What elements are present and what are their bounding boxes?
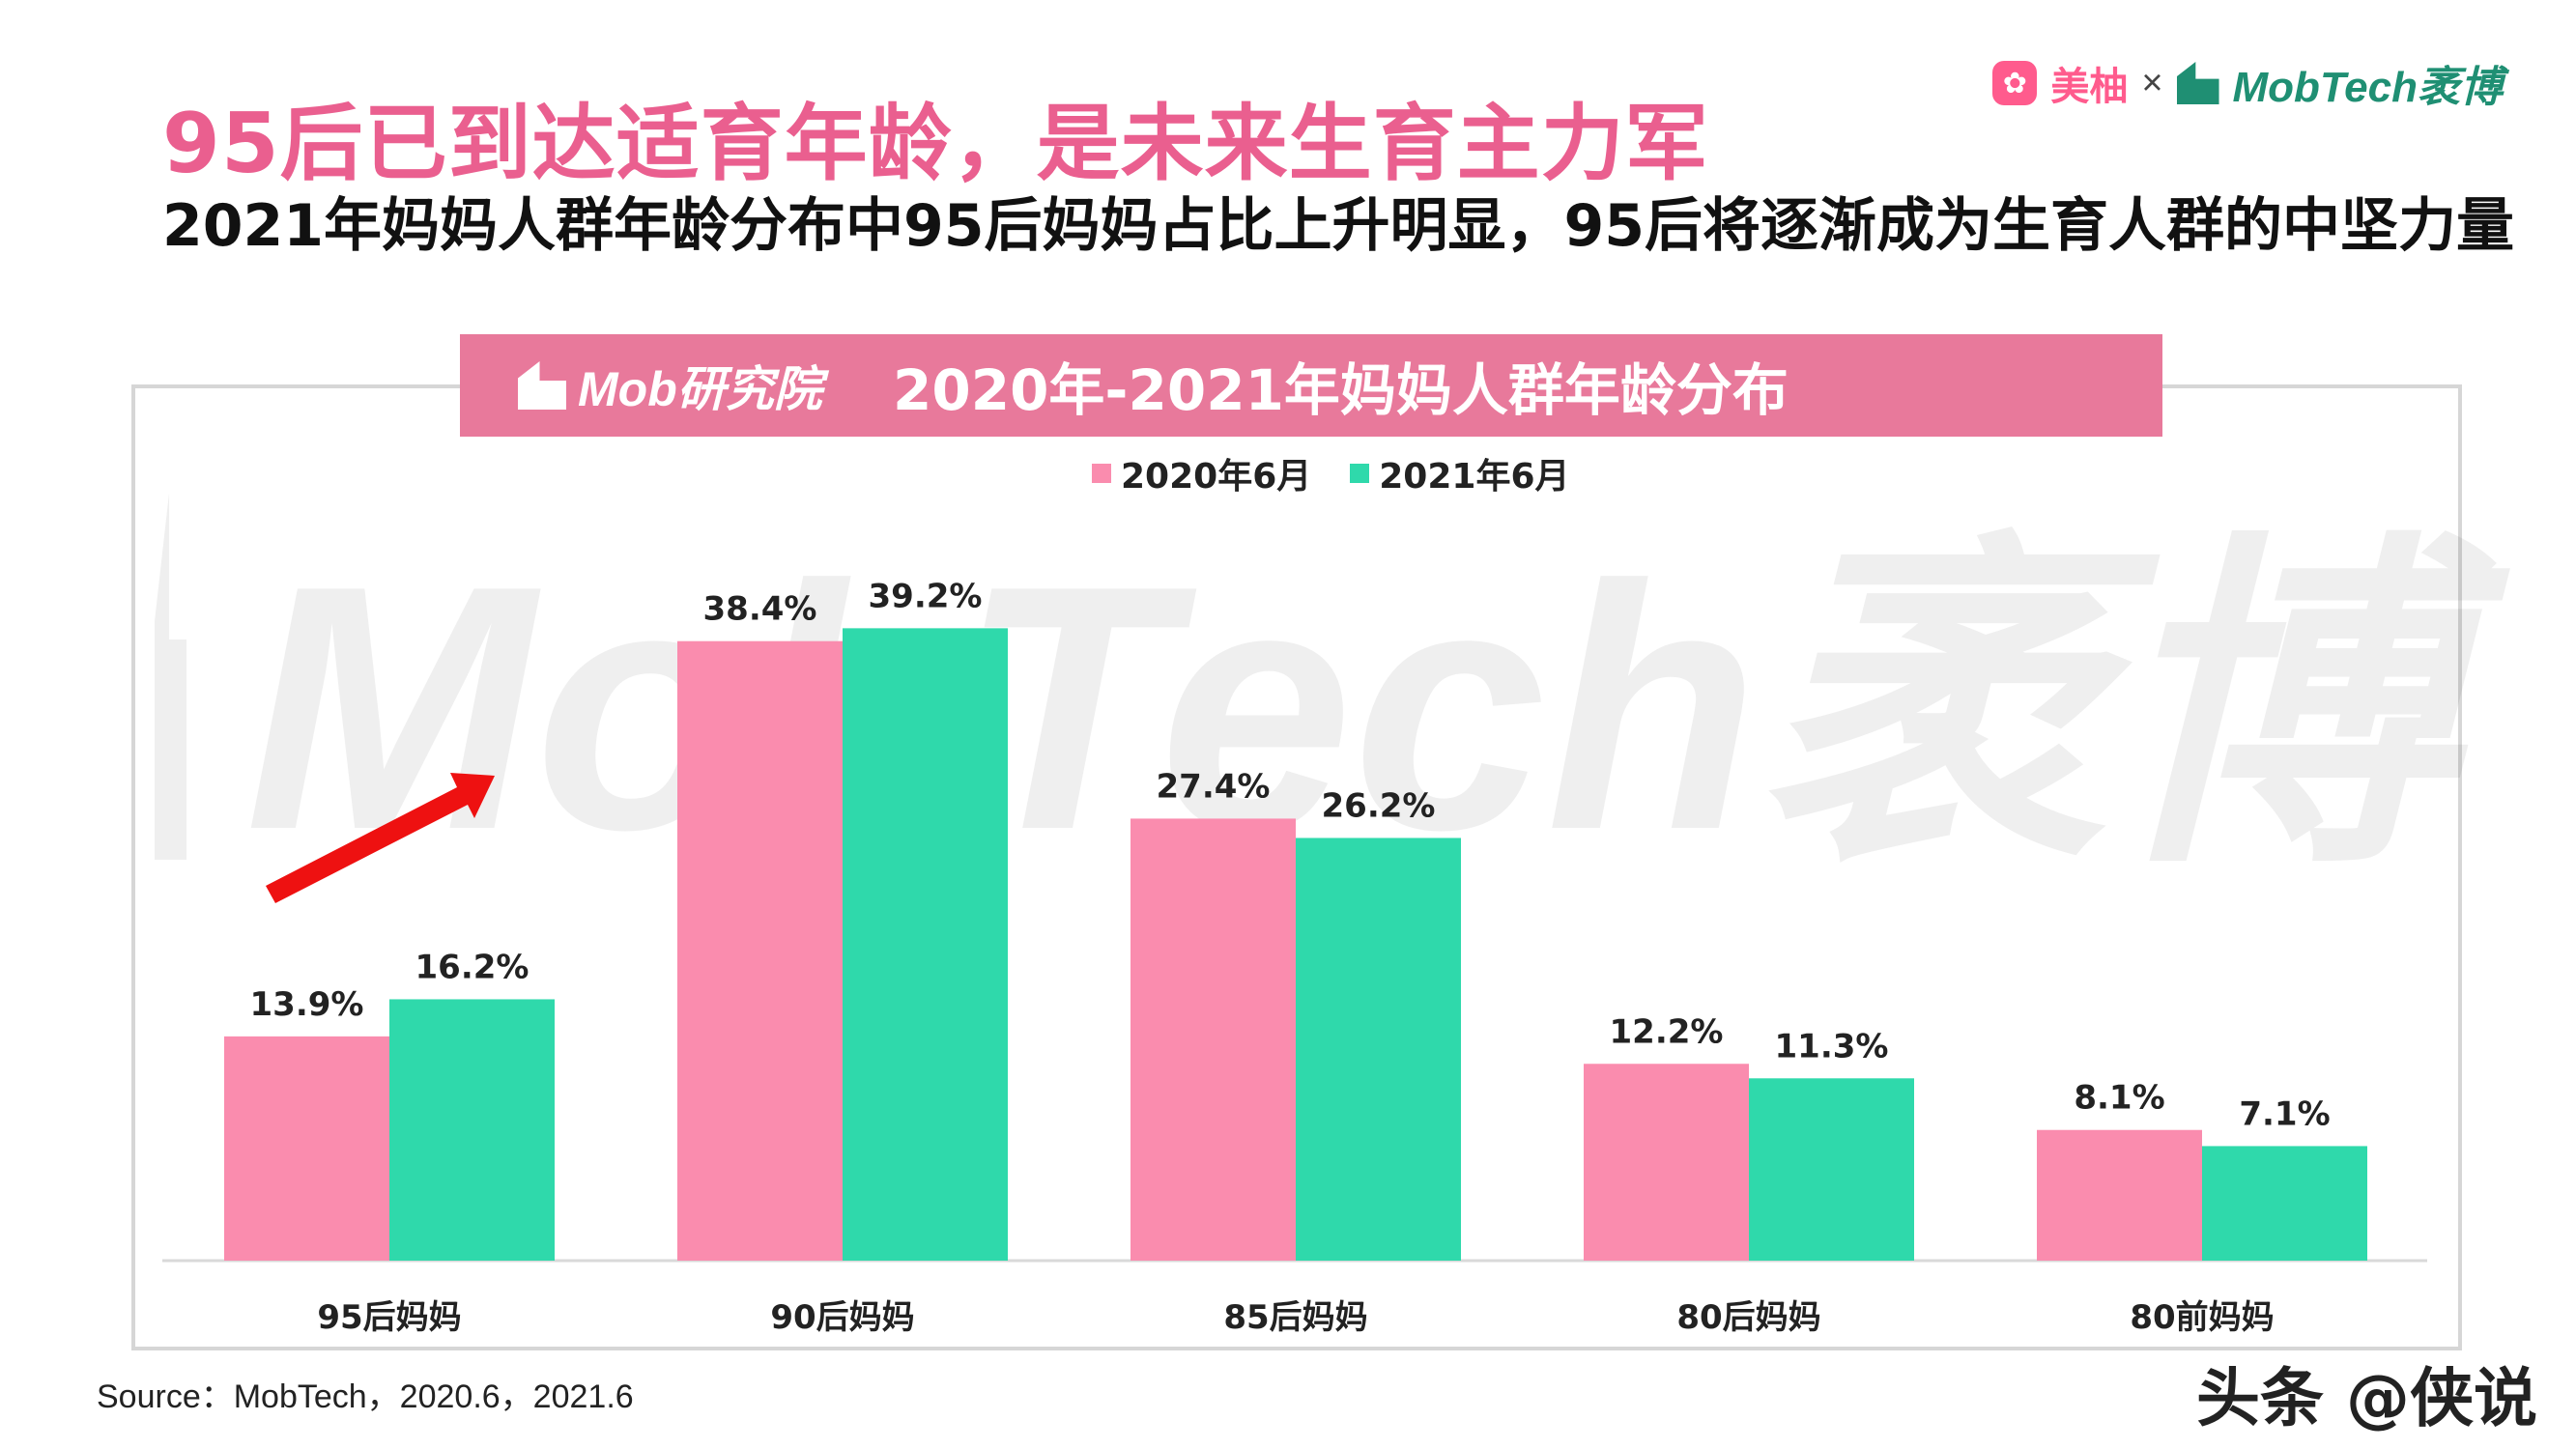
x-tick-label-2: 85后妈妈 bbox=[1223, 1298, 1367, 1337]
data-label-2021-2: 26.2% bbox=[1322, 786, 1436, 825]
data-label-2020-3: 12.2% bbox=[1610, 1012, 1724, 1051]
x-tick-label-0: 95后妈妈 bbox=[317, 1298, 461, 1337]
footer-credit: 头条 @侠说 bbox=[2196, 1361, 2537, 1435]
watermark-text: MobTech袤博 bbox=[244, 514, 2454, 902]
bar-2020-1 bbox=[677, 640, 843, 1261]
meiyou-logo-text: 美柚 bbox=[2050, 66, 2129, 108]
x-tick-label-1: 90后妈妈 bbox=[770, 1298, 914, 1337]
red-up-arrow bbox=[266, 773, 495, 903]
flower-icon: ✿ bbox=[1992, 61, 2038, 105]
page-title: 95后已到达适育年龄，是未来生育主力军 bbox=[162, 96, 1709, 192]
bar-2021-3 bbox=[1749, 1078, 1914, 1261]
bar-2021-2 bbox=[1296, 838, 1461, 1261]
bar-2021-0 bbox=[389, 999, 555, 1261]
data-label-2021-4: 7.1% bbox=[2239, 1094, 2330, 1133]
x-tick-label-3: 80后妈妈 bbox=[1676, 1298, 1820, 1337]
bar-2020-2 bbox=[1131, 818, 1296, 1261]
chart-legend: 2020年6月 2021年6月 bbox=[1092, 448, 1570, 498]
bar-2020-4 bbox=[2037, 1129, 2202, 1261]
data-label-2020-2: 27.4% bbox=[1157, 767, 1271, 806]
bar-2020-0 bbox=[224, 1036, 389, 1261]
times-symbol: × bbox=[2141, 62, 2163, 103]
mob-research-logo: Mob研究院 bbox=[518, 351, 822, 420]
source-note: Source：MobTech，2020.6，2021.6 bbox=[97, 1378, 634, 1415]
data-label-2020-1: 38.4% bbox=[703, 590, 817, 629]
data-label-2021-0: 16.2% bbox=[415, 948, 530, 986]
bar-2020-3 bbox=[1584, 1064, 1749, 1261]
legend-item-2020: 2020年6月 bbox=[1092, 448, 1311, 498]
chart-banner: Mob研究院 2020年-2021年妈妈人群年龄分布 bbox=[460, 334, 2162, 437]
data-label-2021-1: 39.2% bbox=[869, 577, 983, 615]
data-label-2021-3: 11.3% bbox=[1775, 1027, 1889, 1065]
x-tick-label-4: 80前妈妈 bbox=[2130, 1298, 2274, 1337]
data-label-2020-0: 13.9% bbox=[250, 985, 364, 1024]
mob-logo-text: Mob研究院 bbox=[578, 362, 822, 416]
legend-label-2020: 2020年6月 bbox=[1121, 457, 1312, 497]
legend-swatch-2020 bbox=[1092, 464, 1111, 483]
bar-2021-4 bbox=[2202, 1146, 2367, 1261]
legend-swatch-2021 bbox=[1350, 464, 1370, 483]
page-subtitle: 2021年妈妈人群年龄分布中95后妈妈占比上升明显，95后将逐渐成为生育人群的中… bbox=[162, 192, 2514, 260]
brand-logos: ✿ 美柚 × MobTech袤博 bbox=[1992, 56, 2503, 111]
chart-title: 2020年-2021年妈妈人群年龄分布 bbox=[893, 357, 1789, 423]
legend-label-2021: 2021年6月 bbox=[1379, 457, 1570, 497]
data-label-2020-4: 8.1% bbox=[2074, 1079, 2164, 1118]
legend-item-2021: 2021年6月 bbox=[1350, 448, 1570, 498]
mobtech-logo-text: MobTech袤博 bbox=[2232, 64, 2503, 111]
watermark: MobTech袤博 bbox=[155, 464, 2454, 902]
bar-2021-1 bbox=[843, 628, 1008, 1261]
